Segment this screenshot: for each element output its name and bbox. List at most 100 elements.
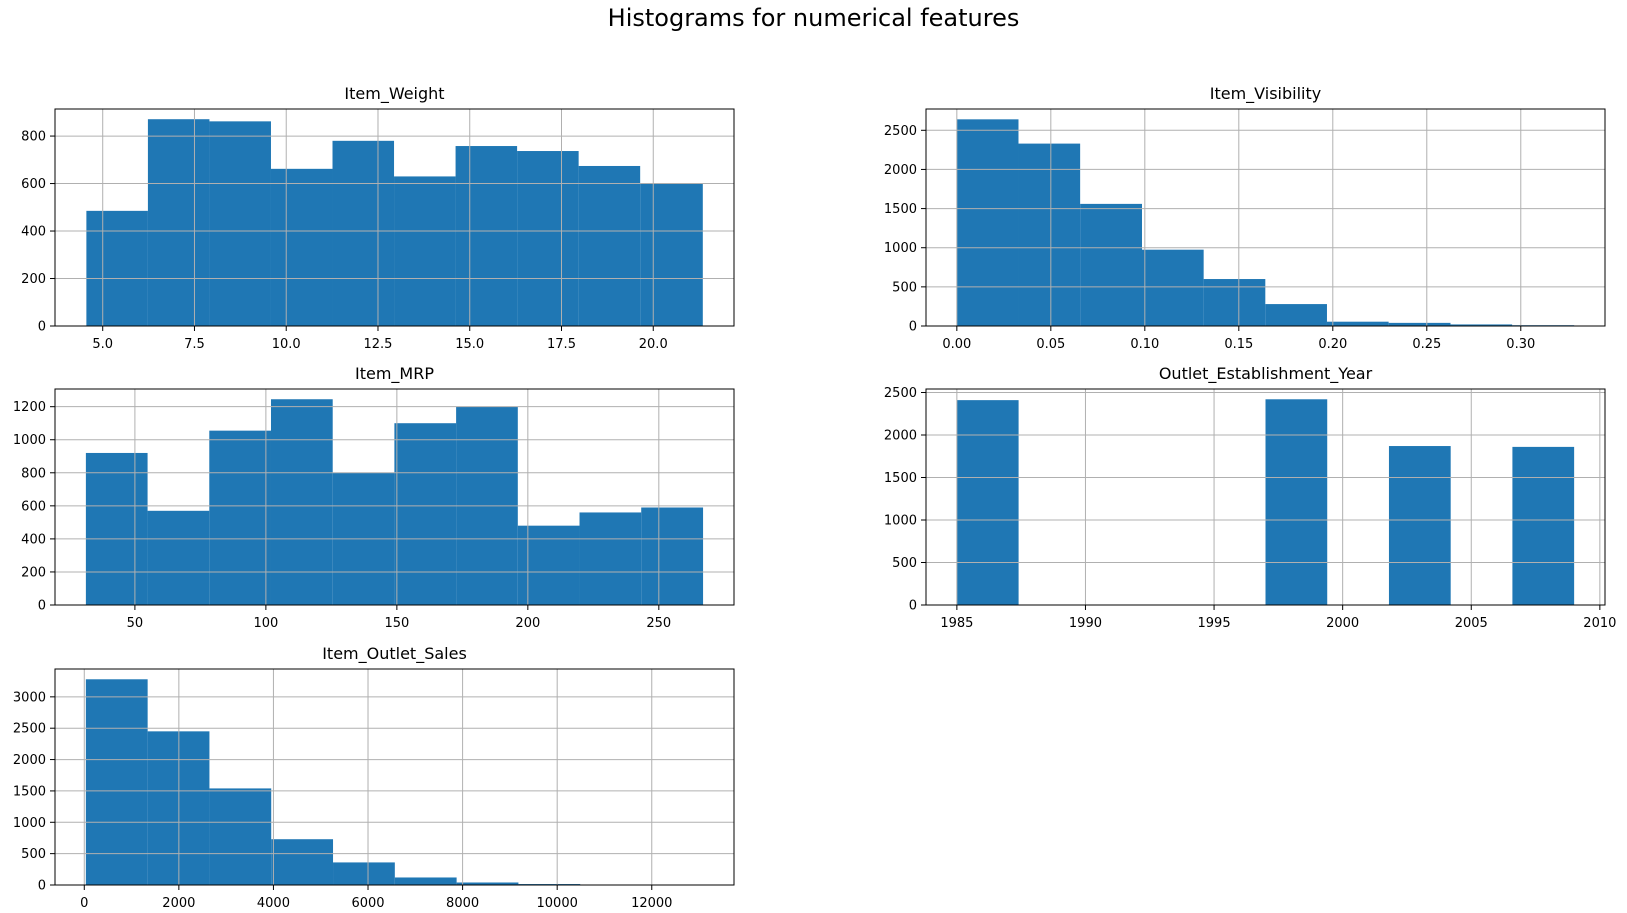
histogram-bar: [517, 525, 580, 605]
histogram-bar: [1141, 249, 1204, 326]
histogram-bar: [1326, 321, 1389, 326]
histogram-bar: [517, 151, 579, 326]
x-tick-label: 200: [515, 616, 540, 631]
y-tick-label: 1000: [884, 241, 917, 256]
histogram-bar: [85, 452, 148, 605]
y-tick-label: 3000: [13, 690, 46, 705]
histogram-bar: [1450, 324, 1513, 326]
histogram-bar: [394, 877, 457, 885]
x-tick-label: 2000: [1326, 616, 1359, 631]
x-tick-label: 17.5: [547, 337, 576, 352]
histogram-bar: [270, 399, 333, 605]
subplot-title: Item_Visibility: [1210, 84, 1321, 104]
histogram-bar: [456, 882, 519, 885]
histogram-bar: [209, 788, 272, 885]
subplot-title: Item_Weight: [344, 84, 444, 104]
subplot-title: Item_Outlet_Sales: [322, 644, 467, 664]
x-tick-label: 12000: [631, 896, 672, 911]
y-tick-label: 2500: [884, 386, 917, 401]
axes-frame: [925, 388, 1606, 606]
histogram-bar: [394, 423, 457, 605]
histogram-bar: [394, 176, 456, 326]
y-tick-label: 1200: [13, 400, 46, 415]
y-tick-label: 800: [21, 130, 46, 145]
y-tick-label: 1500: [13, 784, 46, 799]
panel-outlet-establishment-year: 1985 1990 1995 2000 2005 2010 0 500 1000 1500 2000…: [884, 364, 1616, 631]
panel-item-visibility: 0.00 0.05 0.10 0.15 0.20 0.25 0.30 0 500 1000 1500…: [884, 84, 1606, 352]
y-tick-label: 1500: [884, 202, 917, 217]
y-tick-label: 400: [21, 532, 46, 547]
histogram-bar: [1388, 446, 1451, 605]
histogram-bar: [1265, 399, 1328, 605]
y-tick-label: 0: [909, 320, 917, 335]
y-tick-label: 1000: [13, 816, 46, 831]
y-tick-label: 2000: [884, 163, 917, 178]
y-tick-label: 800: [21, 466, 46, 481]
x-tick-label: 100: [253, 616, 278, 631]
y-tick-label: 200: [21, 272, 46, 287]
x-tick-label: 20.0: [639, 337, 668, 352]
y-tick-label: 2500: [884, 124, 917, 139]
subplot-title: Outlet_Establishment_Year: [1159, 364, 1373, 384]
x-tick-label: 0.05: [1036, 337, 1065, 352]
x-tick-label: 0: [80, 896, 88, 911]
histogram-bar: [332, 140, 395, 326]
x-tick-label: 2005: [1455, 616, 1488, 631]
figure-title: Histograms for numerical features: [607, 4, 1020, 32]
histogram-bar: [1265, 304, 1327, 326]
x-tick-label: 0.30: [1506, 337, 1535, 352]
x-tick-label: 15.0: [455, 337, 484, 352]
axes-frame: [925, 108, 1606, 327]
histogram-bar: [333, 862, 395, 885]
axes-frame: [54, 668, 735, 886]
y-tick-label: 500: [21, 847, 46, 862]
histogram-bar: [147, 119, 210, 326]
x-tick-label: 50: [127, 616, 144, 631]
x-tick-label: 8000: [446, 896, 479, 911]
histogram-bar: [271, 839, 334, 885]
y-tick-label: 200: [21, 565, 46, 580]
x-tick-label: 7.5: [184, 337, 205, 352]
histogram-bar: [641, 507, 704, 605]
y-tick-label: 2000: [13, 753, 46, 768]
histogram-bar: [956, 119, 1019, 326]
panel-item-weight: 5.0 7.5 10.0 12.5 15.0 17.5 20.0 0 200 400 600 800 I…: [21, 84, 735, 352]
y-tick-label: 1000: [13, 433, 46, 448]
histogram-bar: [1018, 143, 1081, 326]
x-tick-label: 10000: [537, 896, 578, 911]
panel-item-mrp: 50 100 150 200 250 0 200 400 600 800 1000 1200 Item_…: [13, 364, 735, 631]
x-tick-label: 1985: [940, 616, 973, 631]
y-tick-label: 500: [892, 556, 917, 571]
y-tick-label: 400: [21, 225, 46, 240]
x-tick-label: 10.0: [272, 337, 301, 352]
x-tick-label: 1990: [1069, 616, 1102, 631]
axes-frame: [54, 388, 735, 606]
histogram-bar: [578, 165, 641, 326]
y-tick-label: 0: [909, 599, 917, 614]
histogram-bar: [270, 168, 333, 326]
histogram-bar: [86, 210, 148, 326]
histogram-bar: [1203, 279, 1266, 326]
y-tick-label: 2500: [13, 722, 46, 737]
y-tick-label: 0: [38, 320, 46, 335]
y-tick-label: 2000: [884, 428, 917, 443]
axes-frame: [54, 108, 735, 327]
x-tick-label: 2010: [1583, 616, 1616, 631]
x-tick-label: 4000: [257, 896, 290, 911]
x-tick-label: 12.5: [364, 337, 393, 352]
x-tick-label: 0.25: [1412, 337, 1441, 352]
x-tick-label: 6000: [351, 896, 384, 911]
x-tick-label: 250: [646, 616, 671, 631]
subplot-title: Item_MRP: [355, 364, 434, 384]
y-tick-label: 0: [38, 599, 46, 614]
y-tick-label: 500: [892, 280, 917, 295]
histogram-bar: [1080, 203, 1142, 326]
histogram-bar: [455, 146, 518, 326]
x-tick-label: 2000: [162, 896, 195, 911]
histogram-bar: [1388, 322, 1451, 326]
x-tick-label: 150: [384, 616, 409, 631]
histogram-bar: [209, 121, 271, 326]
y-tick-label: 1000: [884, 513, 917, 528]
histogram-bar: [147, 510, 210, 605]
